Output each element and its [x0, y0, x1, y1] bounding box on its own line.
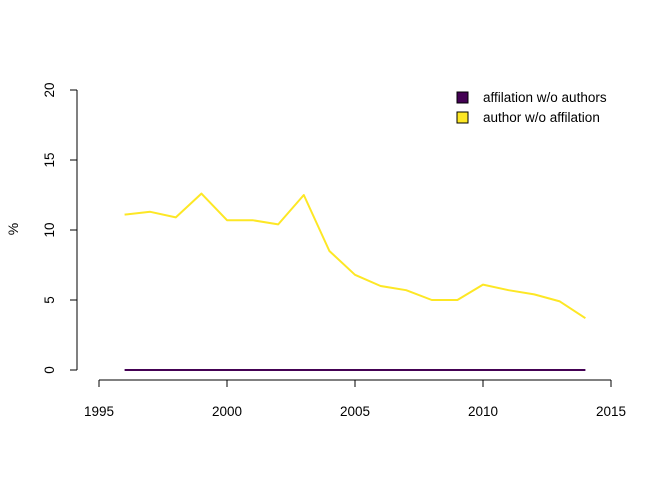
- y-axis-label: %: [5, 223, 21, 235]
- legend-swatch: [456, 111, 469, 124]
- legend-swatch: [456, 91, 469, 104]
- x-tick-label: 2010: [468, 404, 498, 419]
- y-tick-label: 0: [42, 366, 57, 374]
- y-tick-label: 5: [42, 296, 57, 304]
- legend-label: affilation w/o authors: [483, 90, 607, 105]
- y-tick-label: 15: [42, 152, 57, 167]
- legend-label: author w/o affilation: [483, 110, 600, 125]
- series-layer: [124, 192, 586, 371]
- series-line-2: [124, 192, 586, 320]
- x-axis: 1995 2000 2005 2010 2015: [84, 379, 626, 419]
- y-tick-label: 10: [42, 222, 57, 237]
- legend: affilation w/o authors author w/o affilat…: [456, 90, 607, 125]
- x-tick-label: 1995: [84, 404, 114, 419]
- x-tick-label: 2015: [596, 404, 626, 419]
- x-tick-label: 2000: [212, 404, 242, 419]
- x-tick-label: 2005: [340, 404, 370, 419]
- y-axis: 0 5 10 15 20: [42, 82, 78, 374]
- y-tick-label: 20: [42, 82, 57, 97]
